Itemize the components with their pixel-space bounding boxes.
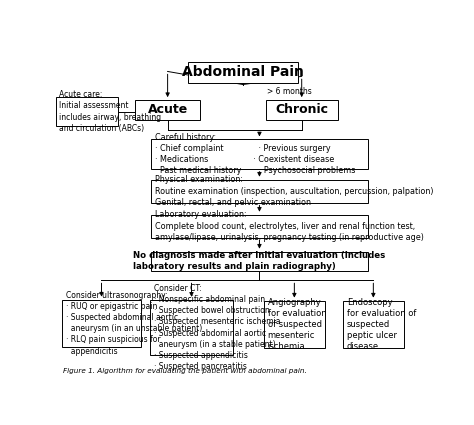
FancyBboxPatch shape <box>55 97 118 126</box>
FancyBboxPatch shape <box>266 100 337 120</box>
FancyBboxPatch shape <box>62 300 141 347</box>
Text: Consider CT:
· Nonspecific abdominal pain
· Suspected bowel obstruction
· Suspec: Consider CT: · Nonspecific abdominal pai… <box>154 284 280 371</box>
Text: Careful history:
· Chief complaint              · Previous surgery
· Medications: Careful history: · Chief complaint · Pre… <box>155 133 355 175</box>
FancyBboxPatch shape <box>151 252 368 271</box>
FancyBboxPatch shape <box>343 300 404 348</box>
Text: No diagnosis made after initial evaluation (includes
laboratory results and plai: No diagnosis made after initial evaluati… <box>133 251 385 271</box>
Text: > 6 months: > 6 months <box>267 88 311 96</box>
Text: Acute care:
Initial assessment
includes airway, breathing
and circulation (ABCs): Acute care: Initial assessment includes … <box>59 91 161 133</box>
Text: Endoscopy
for evaluation of
suspected
peptic ulcer
disease: Endoscopy for evaluation of suspected pe… <box>346 298 416 351</box>
Text: Consider ultrasonography:
· RUQ or epigastric pain
· Suspected abdominal aortic
: Consider ultrasonography: · RUQ or epiga… <box>66 291 202 356</box>
FancyBboxPatch shape <box>151 180 368 203</box>
Text: Abdominal Pain: Abdominal Pain <box>182 65 304 79</box>
FancyBboxPatch shape <box>150 300 233 355</box>
Text: Acute: Acute <box>147 103 188 116</box>
FancyBboxPatch shape <box>151 139 368 169</box>
Text: Angiography
for evaluation
of suspected
mesenteric
ischemia: Angiography for evaluation of suspected … <box>268 298 326 351</box>
Text: Laboratory evaluation:
Complete blood count, electrolytes, liver and renal funct: Laboratory evaluation: Complete blood co… <box>155 210 424 242</box>
Text: Figure 1. Algorithm for evaluating the patient with abdominal pain.: Figure 1. Algorithm for evaluating the p… <box>63 368 307 374</box>
Text: Chronic: Chronic <box>275 103 328 116</box>
FancyBboxPatch shape <box>188 62 298 83</box>
FancyBboxPatch shape <box>264 300 325 348</box>
FancyBboxPatch shape <box>151 215 368 238</box>
Text: Physical examination:
Routine examination (inspection, auscultation, percussion,: Physical examination: Routine examinatio… <box>155 176 433 207</box>
FancyBboxPatch shape <box>136 100 200 120</box>
